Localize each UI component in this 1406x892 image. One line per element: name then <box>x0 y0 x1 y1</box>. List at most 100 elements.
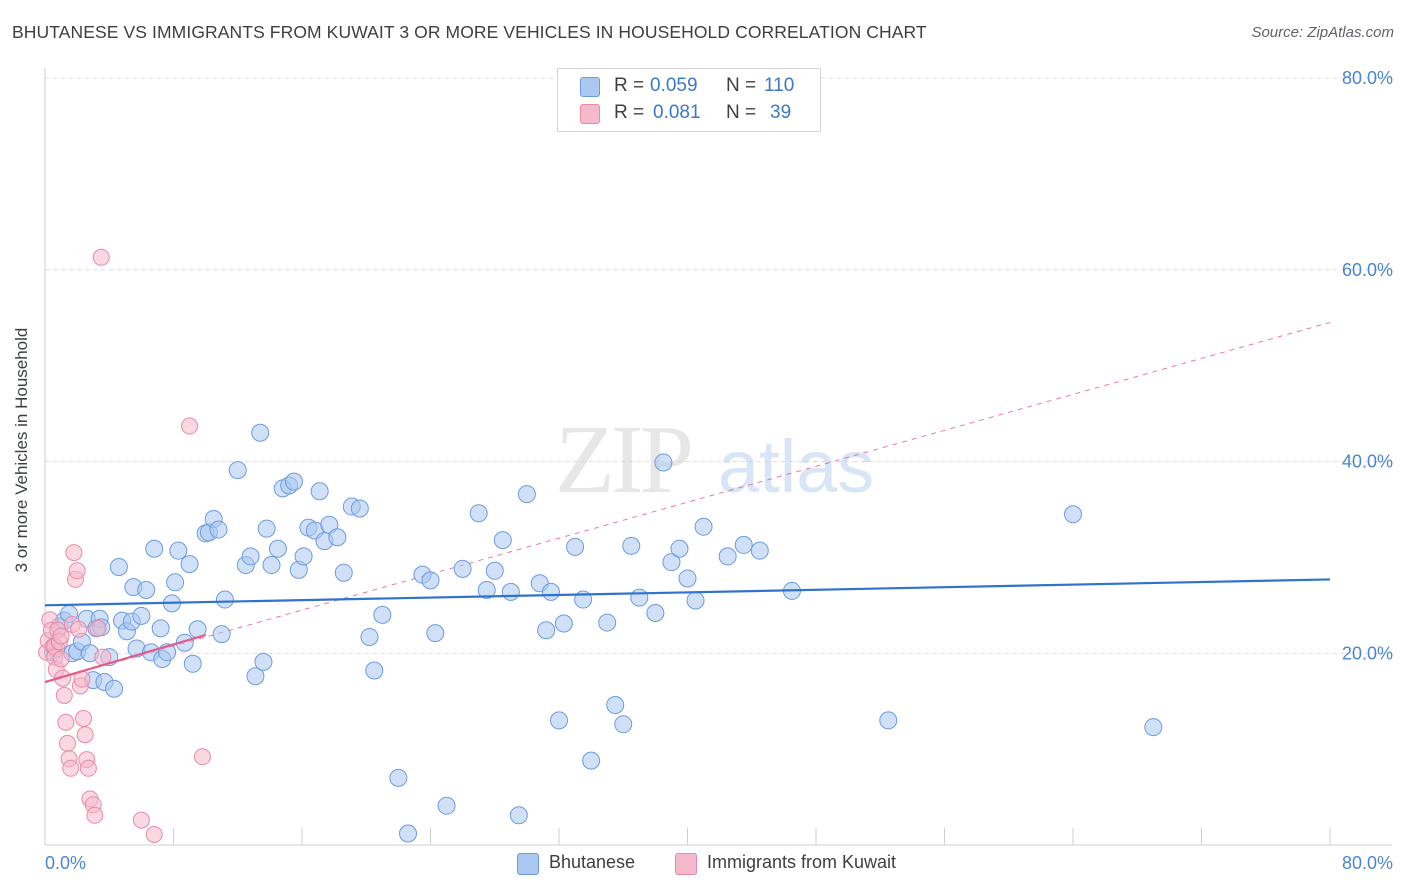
point-kuwait <box>52 627 70 645</box>
point-kuwait <box>70 620 88 638</box>
point-kuwait <box>65 544 83 562</box>
point-bhutanese <box>879 711 898 730</box>
watermark-atlas: atlas <box>718 425 874 508</box>
point-bhutanese <box>554 614 573 633</box>
point-bhutanese <box>262 556 281 575</box>
point-kuwait <box>57 713 75 731</box>
legend-n-label: N = <box>726 75 757 96</box>
point-bhutanese <box>622 536 641 555</box>
point-kuwait <box>132 811 150 829</box>
point-kuwait <box>75 709 93 727</box>
point-bhutanese <box>537 621 556 640</box>
point-bhutanese <box>180 555 199 574</box>
point-bhutanese <box>750 541 769 560</box>
trend-line-kuwait <box>44 633 206 684</box>
point-bhutanese <box>670 539 689 558</box>
point-bhutanese <box>310 482 329 501</box>
correlation-legend: R = 0.059 N = 110 R = 0.081 N = 39 <box>557 68 821 132</box>
point-bhutanese <box>105 679 124 698</box>
axes <box>44 68 1392 846</box>
point-kuwait <box>58 734 76 752</box>
point-bhutanese <box>268 539 287 558</box>
point-bhutanese <box>145 539 164 558</box>
point-bhutanese <box>137 580 156 599</box>
point-bhutanese <box>501 582 520 601</box>
point-bhutanese <box>166 573 185 592</box>
y-tick-label: 40.0% <box>1342 452 1393 472</box>
point-bhutanese <box>509 806 528 825</box>
point-bhutanese <box>109 557 128 576</box>
point-bhutanese <box>365 661 384 680</box>
legend-n-label: N = <box>726 102 757 123</box>
point-bhutanese <box>686 591 705 610</box>
point-bhutanese <box>606 696 625 715</box>
point-kuwait <box>92 248 110 266</box>
bottom-legend-swatch-blue <box>517 853 539 875</box>
trend-line-kuwait-extended <box>44 321 1331 683</box>
y-axis-label: 3 or more Vehicles in Household <box>12 327 31 573</box>
point-bhutanese <box>614 715 633 734</box>
point-bhutanese <box>734 535 753 554</box>
source-label: Source: ZipAtlas.com <box>1251 24 1394 41</box>
point-bhutanese <box>469 504 488 523</box>
y-tick-label: 80.0% <box>1342 68 1393 88</box>
point-bhutanese <box>241 547 260 566</box>
point-bhutanese <box>254 652 273 671</box>
point-bhutanese <box>541 582 560 601</box>
chart-title: BHUTANESE VS IMMIGRANTS FROM KUWAIT 3 OR… <box>12 22 927 42</box>
point-kuwait <box>52 650 70 668</box>
legend-swatch-pink <box>580 104 600 124</box>
point-bhutanese <box>550 711 568 730</box>
y-tick-label: 20.0% <box>1342 643 1393 663</box>
point-bhutanese <box>294 547 313 566</box>
point-bhutanese <box>389 768 408 787</box>
point-kuwait <box>55 686 73 704</box>
point-bhutanese <box>228 461 247 480</box>
legend-n-value: 110 <box>764 75 795 96</box>
trend-lines <box>44 321 1331 683</box>
point-bhutanese <box>183 654 202 673</box>
point-kuwait <box>86 806 104 824</box>
point-bhutanese <box>718 547 737 566</box>
point-bhutanese <box>328 528 347 547</box>
bottom-legend-swatch-pink <box>675 853 697 875</box>
trend-line-bhutanese <box>44 578 1331 607</box>
gridlines <box>45 77 1392 654</box>
x-tick-label: 0.0% <box>45 853 86 873</box>
point-bhutanese <box>654 453 673 472</box>
point-bhutanese <box>334 563 353 582</box>
point-bhutanese <box>646 603 665 622</box>
point-bhutanese <box>251 423 270 442</box>
legend-r-label: R = <box>614 102 645 123</box>
y-tick-label: 60.0% <box>1342 260 1393 280</box>
point-kuwait <box>181 417 199 435</box>
point-bhutanese <box>517 485 536 504</box>
point-bhutanese <box>630 588 649 607</box>
point-bhutanese <box>399 824 418 843</box>
legend-r-label: R = <box>614 75 645 96</box>
point-bhutanese <box>694 517 713 536</box>
legend-swatch-blue <box>580 77 600 97</box>
point-bhutanese <box>485 561 504 580</box>
point-kuwait <box>145 825 163 843</box>
point-bhutanese <box>151 619 170 638</box>
point-bhutanese <box>132 606 151 625</box>
point-kuwait <box>79 759 97 777</box>
point-bhutanese <box>598 613 617 632</box>
point-kuwait <box>193 748 211 766</box>
legend-r-value: 0.081 <box>653 102 701 123</box>
point-bhutanese <box>350 499 369 518</box>
bottom-legend-label: Bhutanese <box>549 852 636 872</box>
point-bhutanese <box>1144 718 1163 737</box>
point-bhutanese <box>421 571 440 590</box>
point-bhutanese <box>360 627 379 646</box>
point-bhutanese <box>437 796 456 815</box>
point-bhutanese <box>477 580 496 599</box>
point-bhutanese <box>284 472 303 491</box>
point-bhutanese <box>209 520 228 539</box>
point-bhutanese <box>1064 505 1082 524</box>
point-bhutanese <box>426 624 445 643</box>
tick-labels: 20.0% 40.0% 60.0% 80.0% 0.0% 80.0% <box>45 68 1393 873</box>
watermark: ZIP atlas <box>555 406 874 514</box>
